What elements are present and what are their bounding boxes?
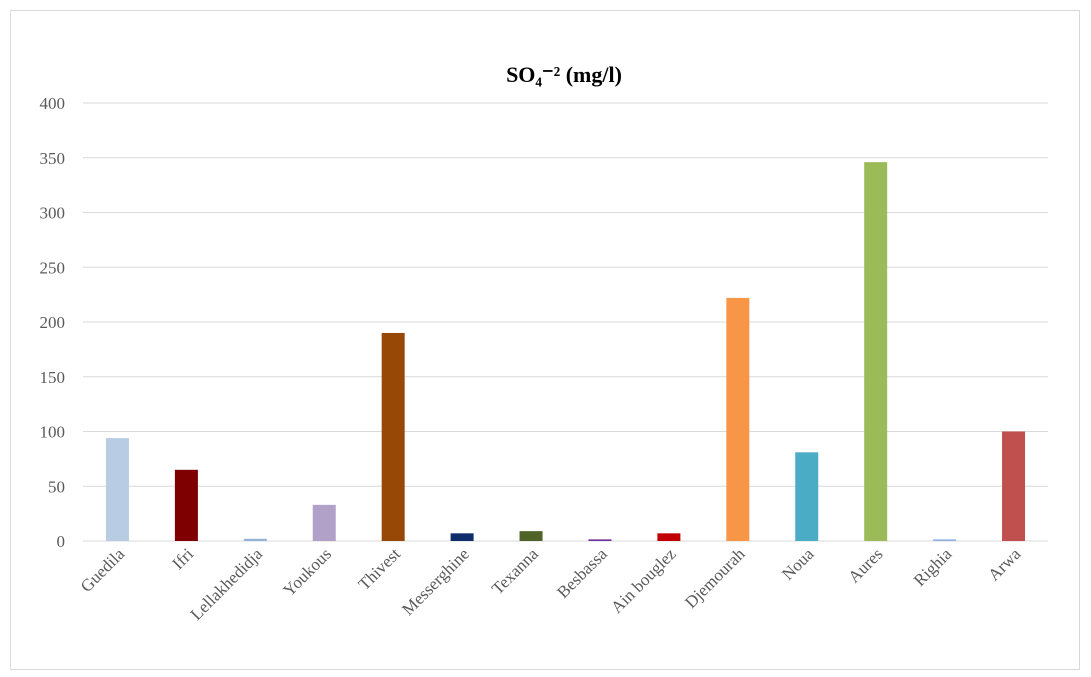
y-axis-ticks: 0 50 100 150 200 250 300 350 400 [40,94,66,551]
chart-frame [10,10,1080,670]
x-tick-label: Youkous [279,544,335,600]
y-tick-label: 0 [57,532,66,551]
y-tick-label: 200 [40,313,66,332]
y-tick-label: 400 [40,94,66,113]
x-tick-label: Ain bouglez [607,544,680,617]
x-tick-label: Thivest [355,544,405,594]
bar-messerghine [450,533,474,541]
bar-youkous [312,504,336,541]
bar-guedila [105,438,129,541]
bars [105,162,1026,541]
x-tick-label: Besbassa [553,544,611,602]
bar-ifri [174,469,198,541]
y-tick-label: 100 [40,423,66,442]
x-tick-label: Arwa [984,544,1024,584]
y-tick-label: 350 [40,149,66,168]
x-tick-label: Ifri [168,544,197,573]
x-tick-label: Righia [910,544,956,590]
gridlines [83,102,1048,542]
x-tick-label: Noua [778,544,818,584]
bar-righia [933,539,957,541]
x-tick-label: Djemourah [681,544,749,612]
bar-lellakhedidja [243,538,267,541]
y-tick-label: 250 [40,258,66,277]
bar-texanna [519,531,543,541]
bar-besbassa [588,539,612,541]
y-tick-label: 50 [48,477,65,496]
bar-ain-bouglez [657,533,681,541]
bar-djemourah [726,297,750,541]
x-tick-label: Guedila [77,544,129,596]
y-tick-label: 150 [40,368,66,387]
bar-arwa [1002,431,1026,541]
y-tick-label: 300 [40,204,66,223]
bar-aures [864,162,888,541]
x-tick-label: Messerghine [398,544,473,619]
chart-title: SO₄⁻² (mg/l) [506,62,622,87]
bar-noua [795,452,819,541]
x-tick-label: Texanna [488,544,542,598]
x-tick-label: Lellakhedidja [187,544,267,624]
bar-thivest [381,332,405,541]
x-tick-label: Aures [844,544,886,586]
